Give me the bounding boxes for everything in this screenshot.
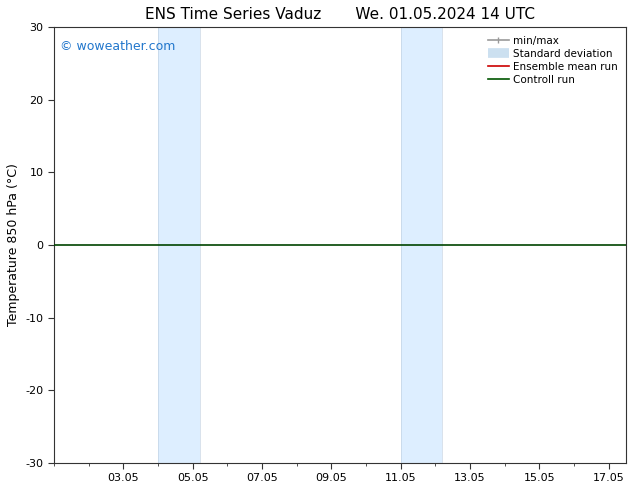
Legend: min/max, Standard deviation, Ensemble mean run, Controll run: min/max, Standard deviation, Ensemble me… bbox=[485, 32, 621, 88]
Title: ENS Time Series Vaduz       We. 01.05.2024 14 UTC: ENS Time Series Vaduz We. 01.05.2024 14 … bbox=[145, 7, 535, 22]
Bar bbox=[401, 27, 443, 463]
Bar bbox=[158, 27, 200, 463]
Text: © woweather.com: © woweather.com bbox=[60, 40, 175, 53]
Y-axis label: Temperature 850 hPa (°C): Temperature 850 hPa (°C) bbox=[7, 164, 20, 326]
